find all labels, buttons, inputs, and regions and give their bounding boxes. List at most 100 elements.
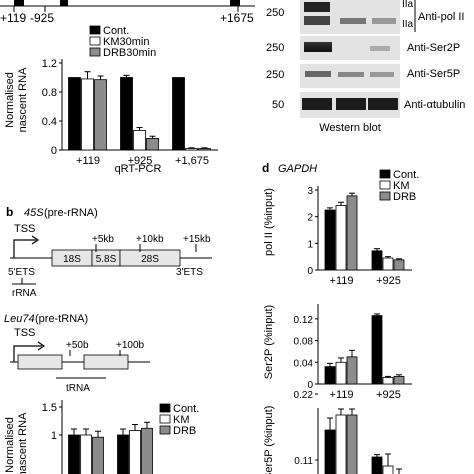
chart-b-ylabel-1: Normalised [4,417,16,473]
diagram-a-exon-1 [14,0,24,6]
trna-box-1 [17,354,63,370]
chart_a-bar [68,77,81,151]
chart-d3-bar [335,414,347,474]
chart-b-ytick-label: 1 [51,430,57,442]
chart_d2-ytick-label: 0.12 [294,315,314,326]
band-pol2-3 [372,18,396,24]
chart_a-category-label: +925 [128,155,153,167]
panel-d-header: d GAPDH [262,161,317,175]
tss-arrow-head [31,235,40,245]
chart-d3-bar [346,414,358,474]
chart_d1-ytick-label: 3 [307,186,313,197]
band-ser2p-1 [304,42,332,52]
band-ser2p-3 [370,46,390,51]
panel-b: b 45S (pre-rRNA) TSS 18S 5.8S 28S +5kb +… [4,205,212,394]
chart_d1-category-label: +119 [330,275,354,287]
label-5ets: 5'ETS [8,267,35,278]
chart_d1-bar [324,209,336,271]
band-tub-3 [368,98,398,110]
chart_b-legend-label: Cont. [173,403,199,415]
label-18s: 18S [63,254,81,265]
chart_a-category-label: +1,675 [175,155,209,167]
tss2-arrow-head [37,341,46,351]
label-rrna: rRNA [12,288,37,299]
chart_a-ytick-label: 0 [51,145,57,157]
iia-bottom: IIa [402,19,414,30]
box-28s [119,249,181,267]
panel_d-legend-label: DRB [393,191,416,203]
label-ser5p: Anti-Ser5P [407,68,460,80]
tss-label: TSS [14,223,35,235]
label-58s: 5.8S [96,254,117,265]
chart_d1-category-label: +925 [376,275,401,287]
chart-b-bar [117,434,129,474]
chart-b-bar [129,430,141,474]
gene2-name: Leu74 [4,313,35,325]
chart_a-legend-label: KM30min [103,36,149,48]
chart_a-category-label: +119 [76,155,100,167]
chart_d1-ytick-label: 2 [307,213,313,224]
chart_a-bar [198,148,211,151]
tss-arrow [13,239,36,258]
chart_d2-bar [324,366,336,385]
panel_d-legend-swatch [379,180,391,190]
chart_d1-bar [393,259,405,271]
chart_a-ytick-label: 1.2 [42,58,57,70]
band-tub-2 [336,98,366,110]
band-pol2-2 [340,18,366,24]
chart-b: Normalised nascent RNA 1 1.5 [4,400,153,474]
chart_a-bar [172,77,185,151]
band-pol2-1b [304,16,330,25]
chart_d2-bar [382,377,394,385]
trna-box-2 [83,354,129,370]
chart-d3-bar [382,465,394,474]
chart_a-bar [94,79,107,151]
pos-label-1675: +1675 [220,11,254,25]
tss2-arrow [13,345,42,362]
label-50b: +50b [66,340,89,351]
chart-d3: Ser5P (%input) 0.11 0.22 [263,390,402,474]
chart_a-bar [185,148,198,151]
label-15kb: +15kb [183,234,211,245]
chart_b-legend-swatch [159,414,171,424]
chart_a-legend-label: Cont. [103,25,129,37]
chart_d1-bar [371,250,383,271]
chart-b-bar [141,427,153,474]
chart-d2: Ser2P (%input) 0 0.04 0.08 0.12 +119 +925 [263,304,412,401]
chart_d1-bar [382,257,394,271]
panel_d-legend-swatch [379,191,391,201]
chart_d2-ytick-label: 0.04 [294,358,314,369]
panel_d-legend-label: Cont. [393,169,419,181]
pos-label-119: +119 [0,11,26,25]
chart-d3-ytick-label: 0.22 [294,390,314,401]
tss2-label: TSS [14,327,35,339]
chart_d1-ytick-label: 1 [307,239,313,250]
chart-d1: pol II (%input) 0 1 2 3 +119 +925 [263,186,412,287]
chart_a-legend-swatch [89,47,101,57]
gene1-desc: (pre-rRNA) [44,207,98,219]
label-100b: +100b [116,340,145,351]
iia-top: IIa [402,0,414,10]
chart_d2-bar [393,375,405,385]
gene1-name: 45S [24,207,44,219]
band-ser5p-3 [370,72,394,77]
chart_d2-bar [335,361,347,385]
chart_d2-ytick-label: 0 [307,380,313,391]
label-28s: 28S [141,254,159,265]
diagram-a-exon-3 [230,0,240,6]
western-blot: 250 IIa IIa Anti-pol II 250 Anti-Ser2P 2… [266,0,465,134]
chart-d3-bar [324,429,336,474]
band-ser5p-2 [338,72,364,77]
western-caption: Western blot [319,122,381,134]
chart_b-legend-swatch [159,425,171,435]
chart-d3-ylabel: Ser5P (%input) [263,406,275,474]
panel-d-letter: d [262,161,269,175]
marker-250-b: 250 [266,42,284,54]
chart_a-legend-swatch [89,25,101,35]
label-5kb: +5kb [92,234,114,245]
label-trna: tRNA [66,383,90,394]
chart_a-ytick-label: 0.4 [42,116,57,128]
